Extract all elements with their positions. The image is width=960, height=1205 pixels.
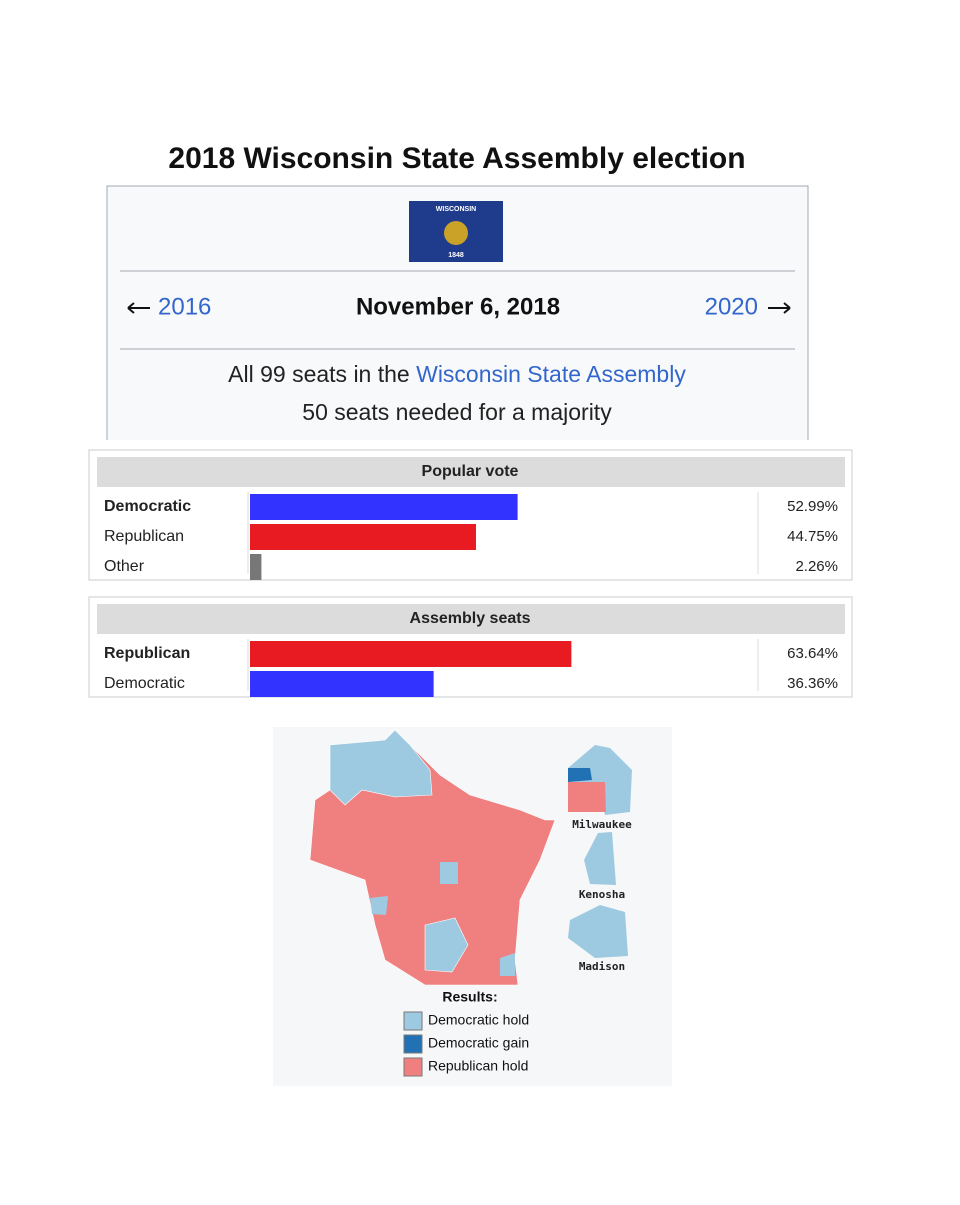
map-democratic [500,953,515,976]
legend-label: Democratic hold [428,1012,529,1028]
legend-swatch [403,1011,423,1031]
title: 2018 Wisconsin State Assembly election [168,142,745,175]
box-title: Popular vote [422,463,519,480]
inset-gain [568,768,592,782]
party: Democratic [104,498,191,515]
map-legend: Milwaukee Kenosha Madison Results: Democrati… [403,818,632,1077]
party: Republican [104,645,190,662]
seats-prefix: All 99 seats in the [228,361,410,387]
arrow-right [768,302,791,314]
date: November 6, 2018 [356,293,560,320]
arrow-left [127,302,150,314]
flag-name: WISCONSIN [436,206,476,213]
inset-label: Milwaukee [572,818,632,831]
map-democratic [440,862,458,884]
map-republican [309,729,556,986]
party: Democratic [104,675,185,692]
inset-madison [568,905,628,958]
inset-republican [568,782,606,812]
value-label: 2.26% [795,558,838,575]
box-header [97,604,845,634]
flag-emblem [444,221,468,245]
infobox [106,185,809,440]
next-link[interactable]: 2020 [705,293,758,320]
bar [250,641,572,667]
value-label: 44.75% [787,528,838,545]
value-label: 36.36% [787,675,838,692]
bar [250,524,476,550]
legend-label: Democratic gain [428,1035,529,1051]
map-democratic [424,917,469,973]
legend-swatch [403,1034,423,1054]
previous-link[interactable]: 2016 [158,293,211,320]
inset-label: Madison [579,960,625,973]
legend-swatch [403,1057,423,1077]
map-democratic [329,729,433,806]
bar [250,671,434,697]
box-header [97,457,845,487]
flag-year: 1848 [448,252,464,259]
value-label: 52.99% [787,498,838,515]
value-label: 63.64% [787,645,838,662]
party: Other [104,558,145,575]
bar [250,494,518,520]
assembly-link[interactable]: Wisconsin State Assembly [416,361,686,387]
inset-kenosha [584,832,616,885]
result-boxes: Popular vote Democratic 52.99% Republican 44… [88,449,853,698]
party: Republican [104,528,184,545]
legend-title: Results: [442,989,497,1005]
inset-milwaukee [568,745,632,815]
majority: 50 seats needed for a majority [302,399,612,425]
inset-label: Kenosha [579,888,625,901]
box-title: Assembly seats [410,610,531,627]
map-democratic [370,896,388,915]
seats-line: All 99 seats in the Wisconsin State Asse… [228,361,686,387]
bar [250,554,262,580]
legend-label: Republican hold [428,1058,528,1074]
